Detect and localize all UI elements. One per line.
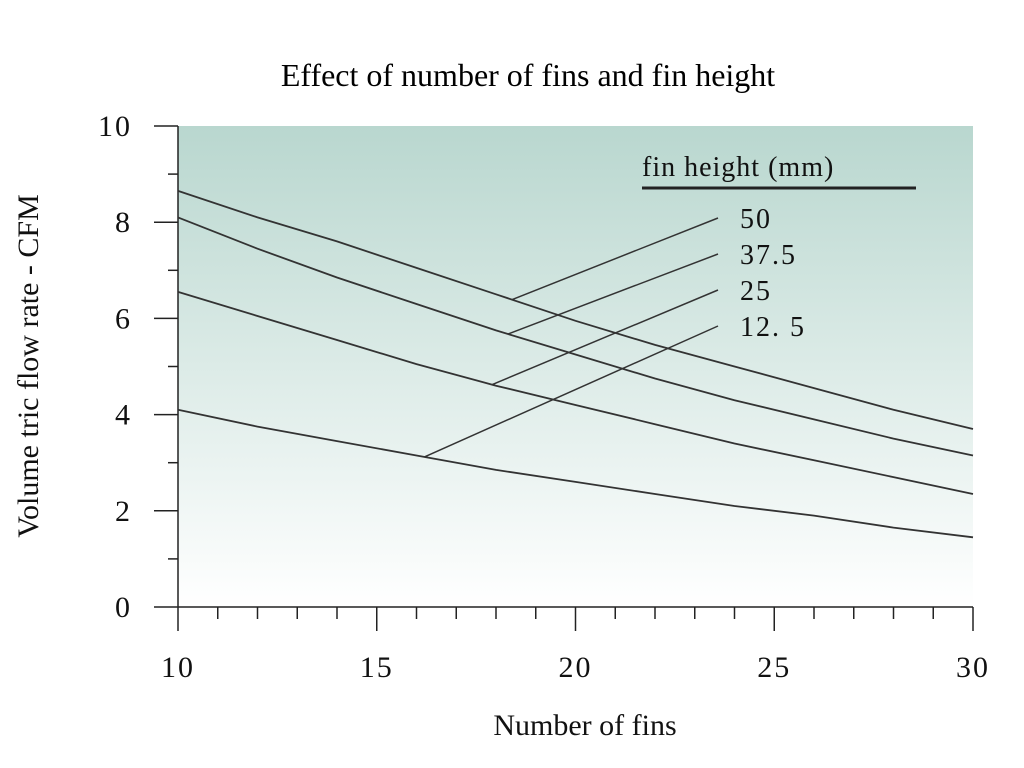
legend-label: 12. 5	[740, 312, 806, 343]
x-tick-label: 20	[559, 651, 593, 684]
y-tick-label: 10	[98, 110, 132, 143]
series-line-12-5	[177, 408, 974, 539]
legend-leader-line	[491, 289, 719, 386]
y-tick-label: 0	[115, 591, 132, 624]
x-axis-ticks: 10 15 20 25 30	[161, 607, 990, 684]
y-tick-label: 2	[115, 495, 132, 528]
legend-leader-line	[424, 325, 719, 458]
legend-title: fin height (mm)	[642, 152, 834, 183]
y-axis-label: Volume tric flow rate - CFM	[12, 194, 45, 538]
x-axis-label: Number of fins	[493, 709, 676, 742]
legend-leader-line	[507, 253, 719, 335]
chart-title: Effect of number of fins and fin height	[281, 57, 775, 93]
x-tick-label: 15	[360, 651, 394, 684]
x-tick-label: 30	[956, 651, 990, 684]
x-tick-label: 25	[757, 651, 791, 684]
series-lines	[177, 190, 974, 539]
legend: fin height (mm) 50 37.5 25 12. 5	[424, 152, 916, 458]
y-axis-ticks: 0 2 4 6 8 10	[98, 110, 178, 624]
y-tick-label: 6	[115, 302, 132, 335]
series-line-25	[177, 291, 974, 495]
legend-label: 37.5	[740, 240, 797, 271]
legend-label: 25	[740, 276, 772, 307]
y-tick-label: 8	[115, 206, 132, 239]
legend-leader-line	[511, 217, 719, 301]
series-line-37-5	[177, 216, 974, 457]
x-tick-label: 10	[161, 651, 195, 684]
plot-area	[178, 126, 973, 607]
legend-label: 50	[740, 204, 772, 235]
y-tick-label: 4	[115, 399, 132, 432]
series-line-50	[177, 190, 974, 430]
legend-items: 50 37.5 25 12. 5	[424, 204, 806, 458]
